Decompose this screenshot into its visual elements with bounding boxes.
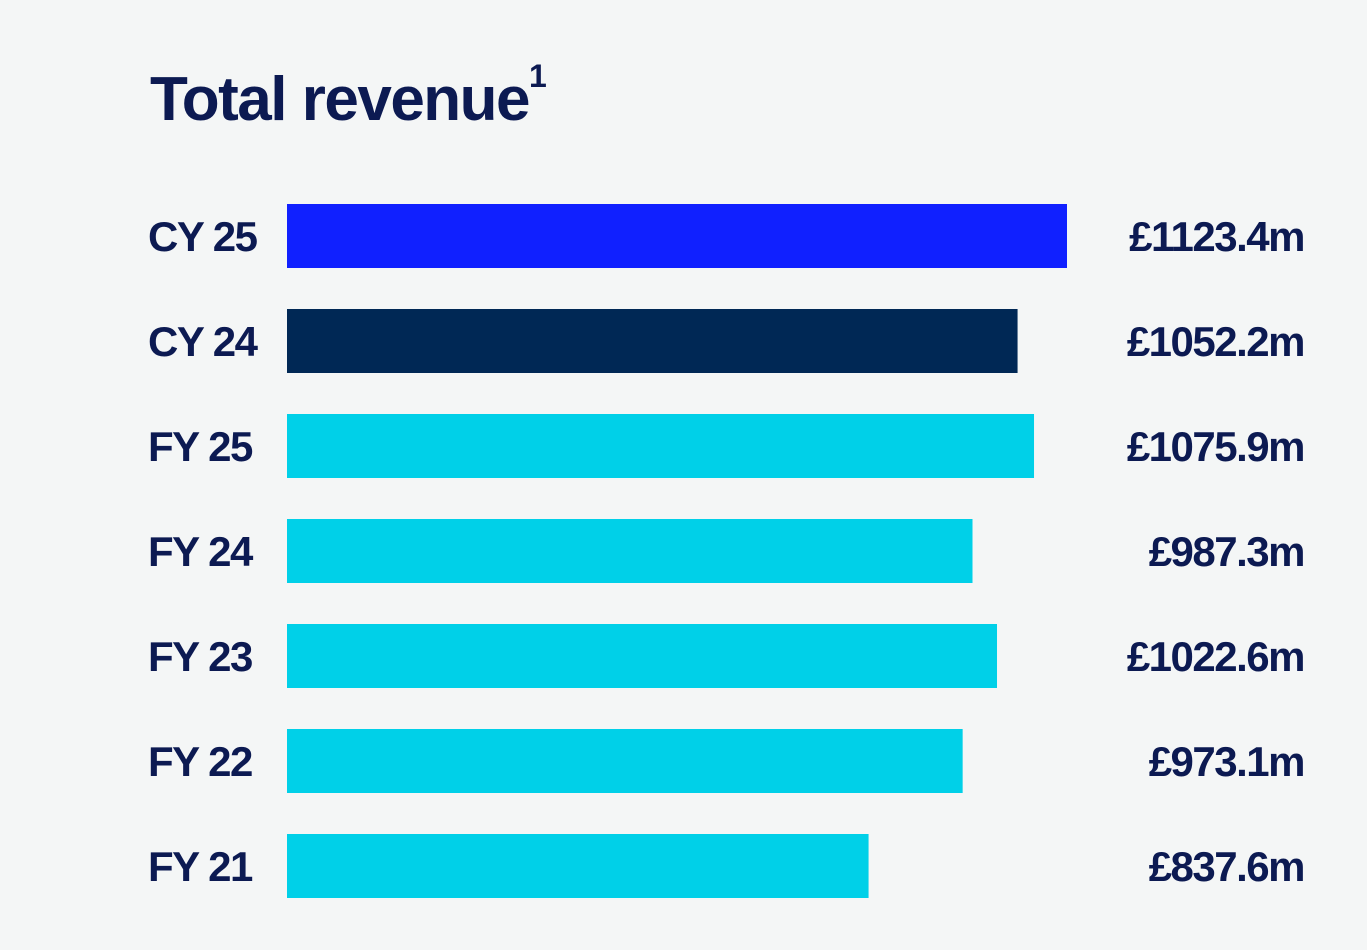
bar [287, 309, 1018, 373]
category-label: CY 24 [148, 318, 259, 365]
category-label: FY 23 [148, 633, 252, 680]
category-label: FY 25 [148, 423, 253, 470]
title-footnote-marker: 1 [529, 58, 547, 94]
category-label: FY 21 [148, 843, 253, 890]
data-label: £1052.2m [1127, 318, 1304, 365]
bar [287, 729, 963, 793]
category-label: CY 25 [148, 213, 258, 260]
bar [287, 519, 973, 583]
data-label: £987.3m [1149, 528, 1304, 575]
data-label: £1123.4m [1129, 213, 1304, 260]
bar [287, 834, 869, 898]
bar [287, 414, 1035, 478]
bar [287, 624, 998, 688]
chart-title-text: Total revenue [150, 65, 531, 134]
data-label: £973.1m [1149, 738, 1304, 785]
data-label: £837.6m [1149, 843, 1304, 890]
bar [287, 204, 1067, 268]
data-label: £1022.6m [1127, 633, 1304, 680]
category-label: FY 22 [148, 738, 252, 785]
category-label: FY 24 [148, 528, 254, 575]
data-label: £1075.9m [1127, 423, 1304, 470]
chart-title: Total revenue1 [150, 58, 547, 138]
